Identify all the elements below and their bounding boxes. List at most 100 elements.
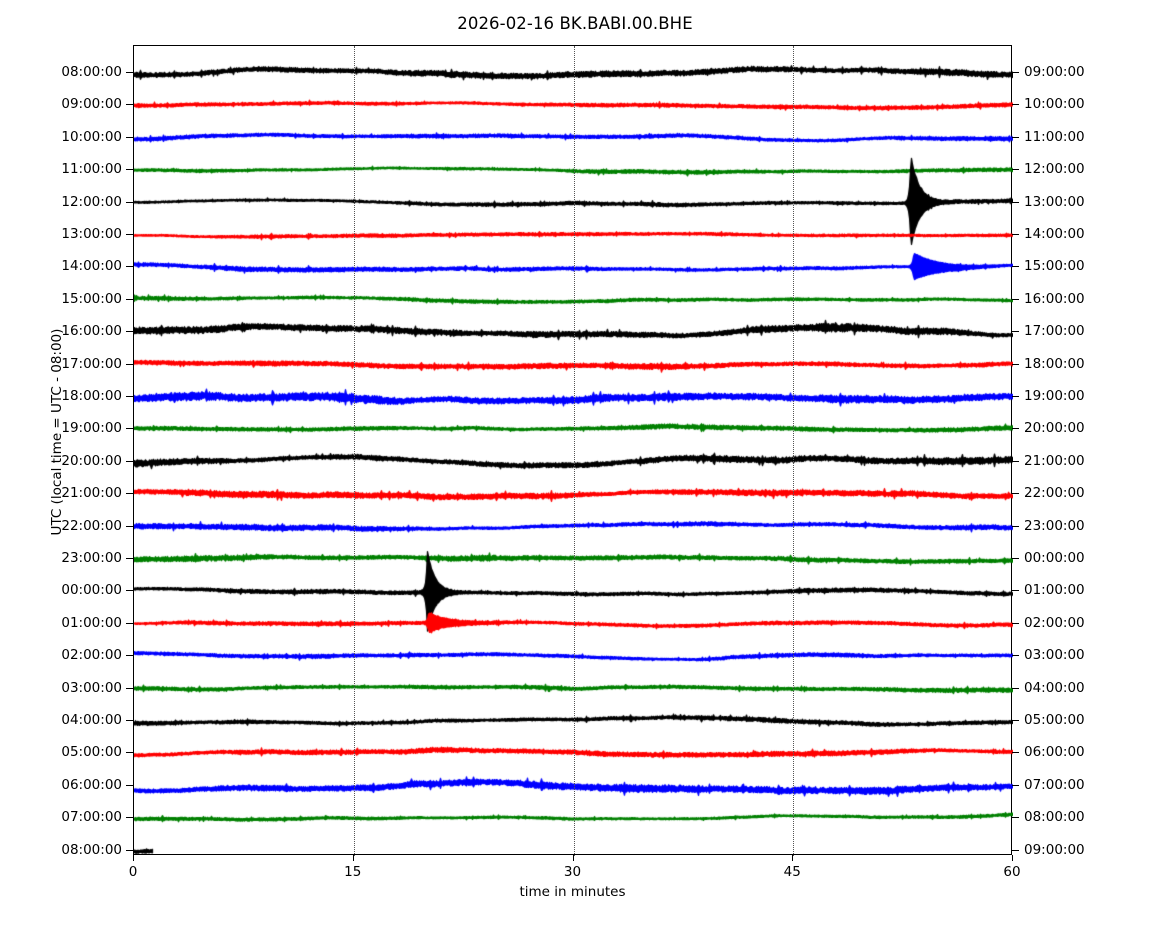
y-tickmark-left-2 [126,136,133,138]
x-axis-label: time in minutes [519,884,626,900]
y-tick-left-10: 18:00:00 [61,388,122,404]
y-tickmark-right-22 [1012,784,1019,786]
y-tickmark-left-0 [126,72,133,73]
y-tickmark-right-19 [1012,687,1019,689]
y-tick-left-8: 16:00:00 [61,323,122,340]
y-tick-right-24: 09:00:00 [1024,841,1085,858]
page-title: 2026-02-16 BK.BABI.00.BHE [457,14,693,33]
y-tickmark-right-18 [1012,655,1019,657]
y-tick-right-7: 16:00:00 [1024,290,1085,307]
y-tickmark-left-1 [126,104,133,106]
x-tickmark-0 [133,855,134,861]
gridline-30 [573,46,575,856]
x-tick-label-2: 30 [563,864,582,880]
y-tickmark-left-10 [126,396,133,397]
y-tickmark-left-20 [126,720,133,721]
y-tick-left-1: 09:00:00 [61,96,122,113]
y-tick-right-8: 17:00:00 [1024,323,1085,340]
y-tickmark-right-21 [1012,752,1019,754]
y-tick-right-5: 14:00:00 [1024,226,1085,242]
y-tick-left-6: 14:00:00 [61,258,122,275]
y-tick-right-10: 19:00:00 [1024,388,1085,404]
y-tick-right-14: 23:00:00 [1024,517,1085,534]
y-tick-right-19: 04:00:00 [1024,679,1085,696]
y-tickmark-left-14 [126,525,133,527]
y-tickmark-right-14 [1012,525,1019,527]
y-tickmark-right-12 [1012,460,1019,462]
y-tickmark-left-4 [126,201,133,203]
y-tickmark-right-9 [1012,363,1019,365]
x-tick-label-3: 45 [783,864,801,880]
y-tickmark-right-1 [1012,104,1019,106]
y-tick-left-9: 17:00:00 [61,355,122,372]
y-tickmark-right-6 [1012,266,1019,268]
gridline-45 [793,46,795,856]
x-tickmark-1 [352,855,354,861]
y-tick-left-5: 13:00:00 [61,226,122,242]
y-tick-right-22: 07:00:00 [1024,776,1085,793]
x-tickmark-2 [572,855,574,861]
y-tickmark-left-8 [126,331,133,333]
y-tick-left-15: 23:00:00 [61,550,122,566]
y-tickmark-left-18 [126,655,133,657]
x-tick-label-1: 15 [344,864,362,880]
y-tickmark-right-15 [1012,558,1019,559]
x-tickmark-3 [792,855,794,861]
y-tickmark-right-20 [1012,720,1019,721]
y-tickmark-left-16 [126,590,133,592]
y-tick-right-16: 01:00:00 [1024,582,1085,599]
y-tickmark-left-19 [126,687,133,689]
y-tick-left-16: 00:00:00 [61,582,122,599]
y-tick-left-0: 08:00:00 [61,64,122,80]
y-tick-left-7: 15:00:00 [61,290,122,307]
y-tick-left-21: 05:00:00 [61,744,122,761]
y-tickmark-right-17 [1012,622,1019,624]
y-tickmark-left-21 [126,752,133,754]
y-tick-left-12: 20:00:00 [61,452,122,469]
y-tickmark-right-11 [1012,428,1019,430]
y-tickmark-left-9 [126,363,133,365]
y-tickmark-right-7 [1012,298,1019,300]
y-tick-left-14: 22:00:00 [61,517,122,534]
y-tick-right-23: 08:00:00 [1024,809,1085,826]
y-tickmark-left-22 [126,784,133,786]
gridline-15 [353,46,355,856]
y-tick-left-2: 10:00:00 [61,128,122,145]
y-tickmark-right-10 [1012,396,1019,397]
y-tick-right-6: 15:00:00 [1024,258,1085,275]
y-tick-right-21: 06:00:00 [1024,744,1085,761]
y-tickmark-left-3 [126,169,133,171]
y-tick-right-15: 00:00:00 [1024,550,1085,566]
y-tick-right-1: 10:00:00 [1024,96,1085,113]
y-tick-right-2: 11:00:00 [1024,128,1085,145]
y-tick-left-22: 06:00:00 [61,776,122,793]
y-tickmark-right-13 [1012,493,1019,495]
y-tickmark-right-24 [1012,849,1019,851]
y-tickmark-left-15 [126,558,133,559]
y-tickmark-right-8 [1012,331,1019,333]
x-tick-label-0: 0 [128,864,138,880]
y-tick-left-18: 02:00:00 [61,647,122,664]
y-tickmark-left-7 [126,298,133,300]
y-tick-right-11: 20:00:00 [1024,420,1085,437]
y-tick-right-4: 13:00:00 [1024,193,1085,210]
y-tickmark-left-12 [126,460,133,462]
y-tick-left-3: 11:00:00 [61,161,122,178]
y-tick-left-24: 08:00:00 [61,841,122,858]
y-tick-left-11: 19:00:00 [61,420,122,437]
y-tick-left-17: 01:00:00 [61,614,122,631]
y-tick-right-20: 05:00:00 [1024,712,1085,728]
y-tick-left-20: 04:00:00 [61,712,122,728]
y-tickmark-left-6 [126,266,133,268]
y-tickmark-right-16 [1012,590,1019,592]
y-tick-right-18: 03:00:00 [1024,647,1085,664]
y-tickmark-left-17 [126,622,133,624]
y-tick-right-9: 18:00:00 [1024,355,1085,372]
y-tickmark-left-24 [126,849,133,851]
y-tickmark-right-23 [1012,817,1019,819]
y-tickmark-right-2 [1012,136,1019,138]
y-tickmark-left-23 [126,817,133,819]
y-tick-left-19: 03:00:00 [61,679,122,696]
y-tick-left-13: 21:00:00 [61,485,122,502]
